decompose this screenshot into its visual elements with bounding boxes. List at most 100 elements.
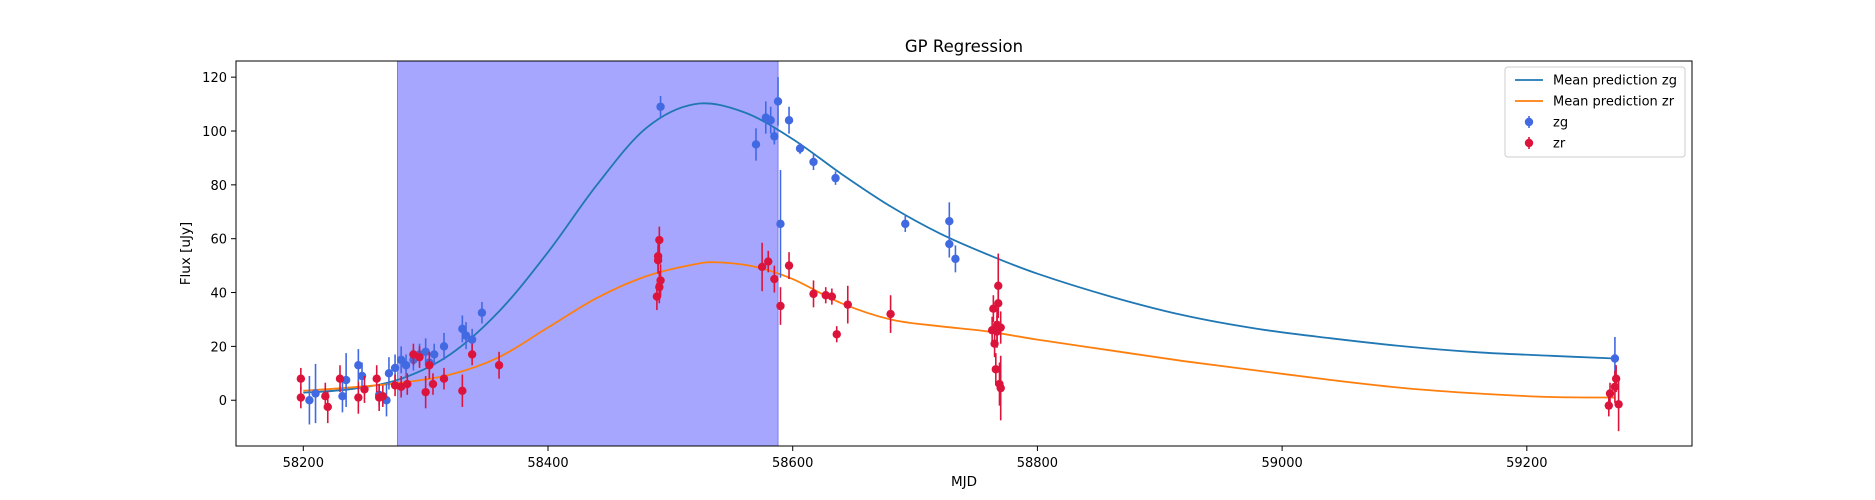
point-marker: [996, 323, 1005, 332]
data-point: [945, 230, 954, 258]
x-tick-label: 58800: [1017, 456, 1058, 471]
point-marker: [458, 324, 467, 334]
legend: Mean prediction zg Mean prediction zr zg zr: [1504, 66, 1686, 158]
data-point: [655, 226, 664, 254]
legend-label: zr: [1553, 137, 1566, 152]
point-marker: [945, 216, 954, 226]
point-marker: [994, 281, 1003, 291]
x-tick-label: 59000: [1261, 456, 1302, 471]
data-point: [809, 280, 818, 308]
point-marker: [415, 352, 424, 362]
data-point: [494, 351, 504, 379]
data-point: [832, 326, 841, 343]
data-point: [296, 367, 306, 390]
data-point: [1605, 382, 1615, 405]
x-tick-label: 58200: [283, 456, 324, 471]
data-point: [989, 295, 998, 323]
point-marker: [989, 304, 998, 313]
data-point: [378, 385, 388, 407]
data-point: [403, 373, 412, 395]
point-marker: [439, 342, 449, 351]
data-point: [323, 390, 332, 424]
point-marker: [776, 219, 785, 229]
data-point: [757, 242, 767, 292]
highlight-span: [397, 60, 779, 447]
point-marker: [991, 365, 1001, 374]
legend-label: Mean prediction zg: [1553, 74, 1677, 89]
data-point: [296, 386, 306, 409]
y-tick-label: 0: [219, 394, 227, 409]
point-marker: [458, 386, 467, 396]
point-marker: [296, 393, 306, 402]
point-marker: [378, 391, 388, 401]
point-marker: [831, 173, 840, 183]
point-marker: [1614, 400, 1623, 409]
y-axis-label: Flux [uJy]: [178, 222, 194, 285]
y-tick-label: 120: [202, 71, 227, 86]
data-point: [770, 265, 779, 293]
data-point: [396, 346, 406, 374]
point-marker: [766, 116, 775, 125]
point-marker: [296, 374, 306, 383]
point-marker: [384, 369, 394, 378]
point-marker: [425, 361, 434, 370]
x-axis-label: MJD: [951, 474, 977, 490]
point-marker: [886, 309, 895, 319]
data-point: [773, 77, 783, 126]
point-marker: [439, 374, 449, 383]
legend-marker-swatch: [1524, 138, 1534, 148]
data-point: [430, 343, 439, 366]
axis-ticks: 58200 58400 58600 58800 59000 59200 0 20 40 60 80 1…: [202, 71, 1547, 471]
data-point: [653, 240, 663, 273]
y-tick-label: 60: [210, 233, 227, 248]
data-point: [401, 354, 411, 376]
legend-label: Mean prediction zr: [1553, 95, 1675, 110]
data-point: [311, 363, 320, 424]
data-point: [770, 128, 779, 145]
data-point: [354, 381, 363, 414]
point-marker: [653, 251, 663, 261]
observation-points: [296, 77, 1623, 432]
data-point: [428, 373, 438, 395]
point-marker: [390, 363, 400, 373]
point-marker: [656, 276, 665, 285]
point-marker: [354, 393, 363, 402]
point-marker: [461, 331, 471, 340]
legend-marker-swatch: [1524, 117, 1534, 127]
data-point: [335, 365, 345, 393]
point-marker: [656, 102, 665, 111]
data-point: [372, 365, 381, 393]
data-point: [458, 315, 467, 343]
data-point: [991, 353, 1001, 386]
data-point: [764, 250, 773, 273]
y-tick-label: 20: [210, 340, 227, 355]
data-point: [656, 96, 665, 118]
point-marker: [421, 347, 430, 356]
point-marker: [335, 374, 345, 383]
series-line-1: [303, 261, 1615, 399]
point-marker: [832, 330, 841, 339]
data-point: [784, 252, 794, 280]
point-marker: [951, 254, 960, 264]
data-point: [886, 295, 895, 333]
point-marker: [757, 262, 767, 272]
point-marker: [311, 389, 320, 398]
data-point: [827, 288, 837, 305]
data-point: [1604, 394, 1614, 417]
point-marker: [770, 132, 779, 141]
point-marker: [770, 274, 779, 284]
series-line-0: [303, 102, 1615, 394]
data-point: [439, 332, 449, 360]
data-point: [461, 322, 471, 350]
data-point: [421, 376, 430, 409]
legend-entry: zg: [1524, 116, 1568, 131]
y-tick-label: 80: [210, 179, 227, 194]
data-point: [784, 106, 794, 134]
y-tick-label: 100: [202, 125, 227, 140]
point-marker: [784, 261, 794, 270]
point-marker: [372, 374, 381, 383]
point-marker: [338, 391, 347, 401]
data-point: [901, 215, 910, 232]
data-point: [994, 253, 1003, 319]
